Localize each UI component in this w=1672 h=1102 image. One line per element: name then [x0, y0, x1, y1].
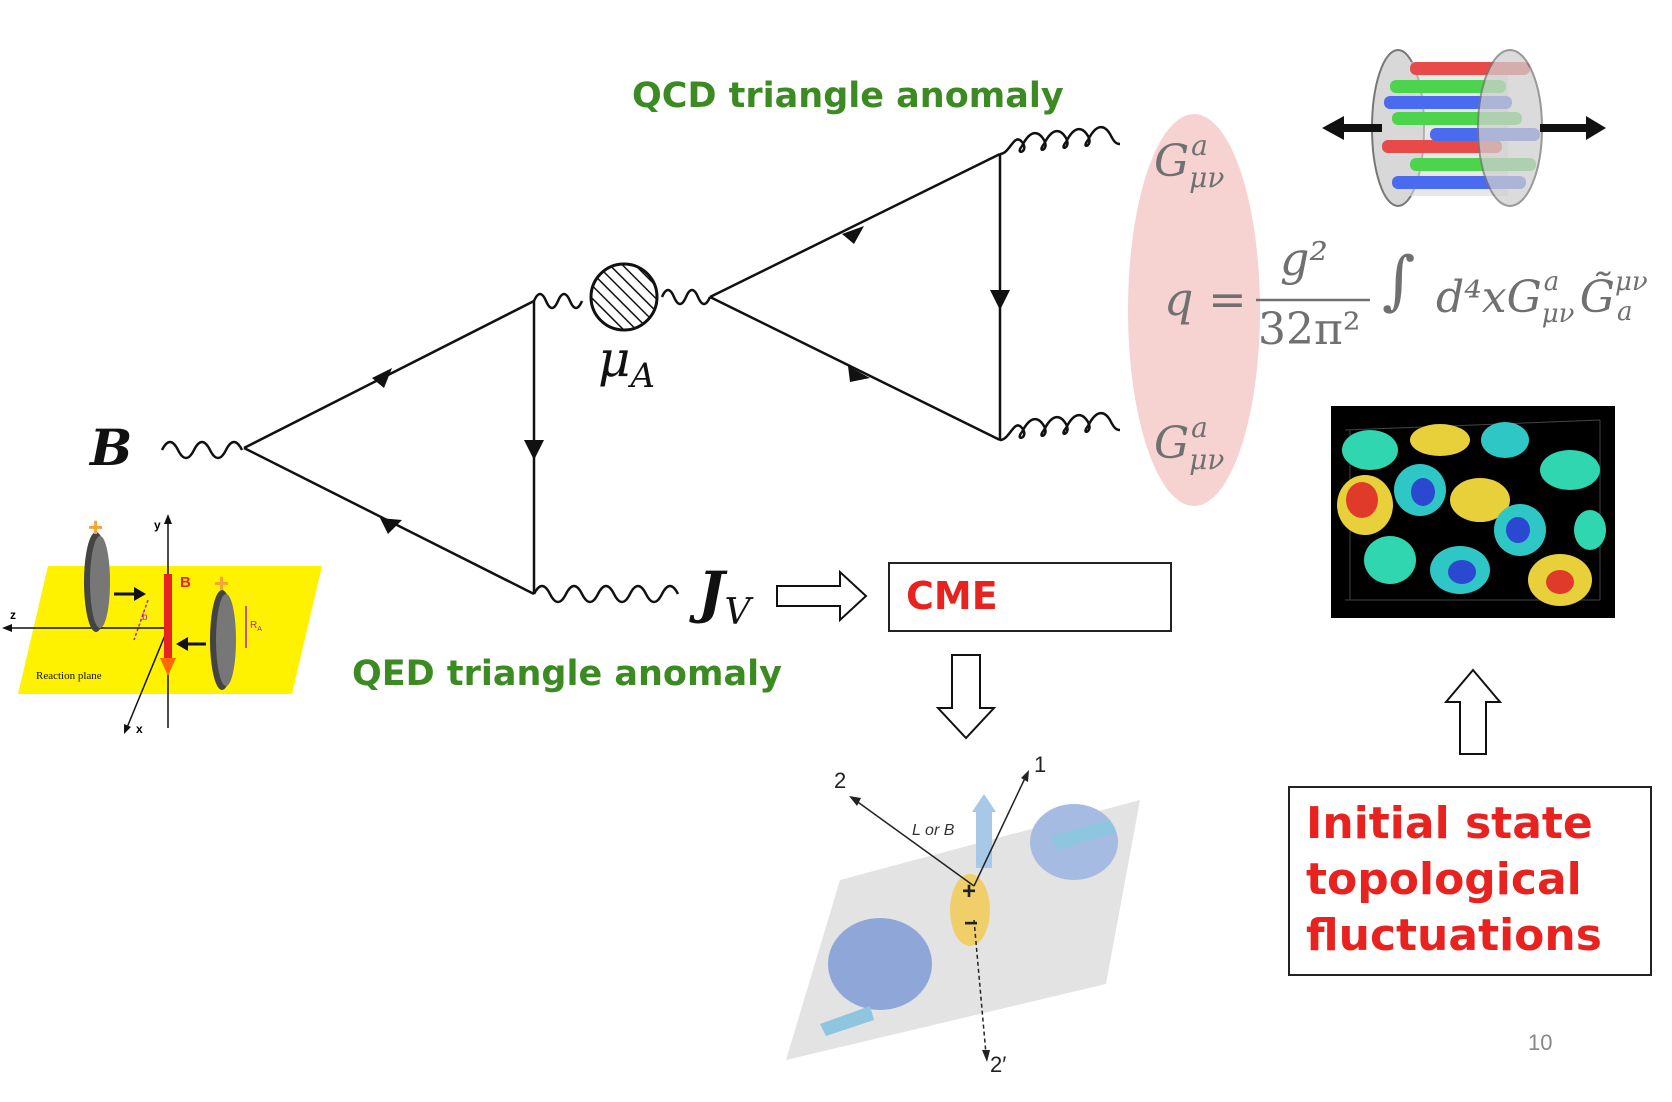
axis1-label: 1 [1034, 752, 1047, 777]
qed-arrow-lower [380, 518, 402, 534]
axis-z-label: z [10, 608, 16, 622]
axis-y-label: y [154, 518, 161, 532]
jv-photon-line [532, 584, 680, 604]
formula-lhs: q = [1164, 272, 1247, 326]
flux-tube-figure [1322, 49, 1606, 207]
b-field-label: B [90, 418, 133, 477]
axis-x-label: x [136, 722, 143, 736]
gluon-line-upper [999, 126, 1121, 156]
jv-label: JV [698, 560, 751, 634]
formula-integrand: d⁴xG a μν G̃ μν a [1436, 267, 1648, 329]
gluon-label-lower: G a μν [1154, 411, 1225, 476]
qed-arrow-upper [372, 368, 392, 388]
formula-numerator: g² [1280, 232, 1328, 286]
cme-box: CME [888, 562, 1172, 632]
qcd-triangle [709, 152, 1002, 442]
plus-charge: + [962, 878, 977, 905]
b-photon-line [160, 440, 244, 460]
formula-integral: ∫ [1382, 244, 1416, 318]
axis2prime-label: 2′ [990, 1052, 1007, 1077]
reaction-plane-figure [2, 514, 322, 734]
nucleus-charge-left: + [88, 512, 104, 542]
axis2-label: 2 [834, 768, 847, 793]
gluon-label-upper: G a μν [1154, 129, 1225, 194]
initial-state-box: Initial state topological fluctuations [1288, 786, 1652, 976]
qcd-anomaly-title: QCD triangle anomaly [632, 76, 1064, 116]
qcd-arrow-upper [842, 226, 864, 244]
qed-arrow-vertical [524, 440, 544, 460]
nucleus-charge-right: + [214, 568, 230, 598]
cme-label: CME [906, 574, 998, 618]
lorb-label: L or B [912, 822, 955, 839]
mu-right-line [660, 288, 712, 306]
qcd-arrow-vertical [990, 290, 1010, 310]
impact-b-label: b [142, 612, 148, 623]
radius-label: RA [250, 620, 262, 633]
minus-charge: − [964, 910, 979, 937]
topology-lattice-image [1331, 406, 1615, 618]
qed-triangle [243, 299, 536, 596]
formula-denominator: 32π² [1258, 304, 1361, 355]
mu-a-label: μA [598, 330, 656, 396]
charge-separation-figure [786, 770, 1140, 1062]
arrow-up-topology [1443, 668, 1503, 755]
reaction-b-label: B [180, 574, 191, 591]
qed-anomaly-title: QED triangle anomaly [352, 654, 782, 694]
initial-state-label: Initial state topological fluctuations [1306, 798, 1602, 961]
qcd-arrow-lower [848, 366, 870, 382]
reaction-plane-label: Reaction plane [36, 670, 102, 682]
page-number: 10 [1528, 1030, 1553, 1055]
mu-a-blob [589, 262, 659, 332]
arrow-down-cme [935, 654, 997, 740]
mu-left-line [532, 292, 584, 310]
arrow-to-cme [776, 569, 868, 623]
gluon-ellipse [1128, 114, 1260, 506]
gluon-line-lower [999, 412, 1121, 442]
